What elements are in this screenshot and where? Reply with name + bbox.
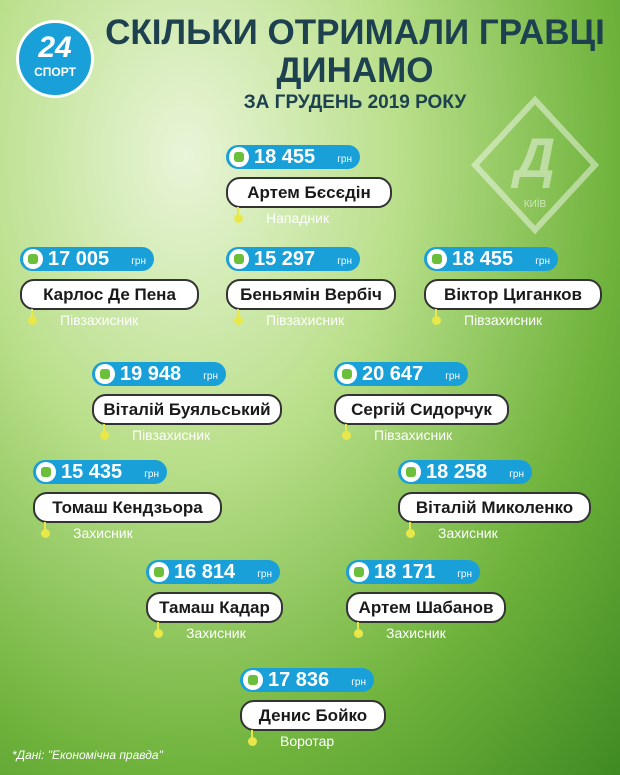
connector	[251, 730, 253, 740]
salary: 20 647	[362, 363, 424, 385]
currency: грн	[535, 256, 550, 267]
position-dot	[100, 431, 109, 440]
player-name: Артем Бєсєдін	[226, 177, 392, 208]
position-dot	[234, 316, 243, 325]
player-name: Сергій Сидорчук	[334, 394, 509, 425]
connector	[409, 522, 411, 532]
currency: грн	[337, 256, 352, 267]
money-icon	[229, 147, 249, 167]
salary: 15 297	[254, 248, 316, 270]
salary: 18 258	[426, 461, 488, 483]
position-dot	[406, 529, 415, 538]
position: Нападник	[266, 210, 330, 226]
connector	[44, 522, 46, 532]
position-dot	[354, 629, 363, 638]
club-badge-text: КИЇВ	[524, 198, 547, 210]
source: *Дані: "Економічна правда"	[12, 748, 163, 762]
salary-badge: 19 948 грн	[92, 362, 226, 386]
salary: 17 836	[268, 669, 330, 691]
salary: 15 435	[61, 461, 123, 483]
money-icon	[23, 249, 43, 269]
player-name: Артем Шабанов	[346, 592, 506, 623]
connector	[357, 622, 359, 632]
money-icon	[243, 670, 263, 690]
connector	[103, 424, 105, 434]
money-icon	[95, 364, 115, 384]
salary-badge: 16 814 грн	[146, 560, 280, 584]
salary: 18 171	[374, 561, 436, 583]
money-icon	[427, 249, 447, 269]
club-badge: Д КИЇВ	[470, 95, 600, 235]
position: Півзахисник	[464, 312, 543, 328]
salary-badge: 18 171 грн	[346, 560, 480, 584]
position: Півзахисник	[132, 427, 211, 443]
salary: 19 948	[120, 363, 182, 385]
position-dot	[154, 629, 163, 638]
money-icon	[229, 249, 249, 269]
player-name: Тамаш Кадар	[146, 592, 283, 623]
salary: 18 455	[254, 146, 316, 168]
salary-badge: 18 258 грн	[398, 460, 532, 484]
player-name: Віталій Миколенко	[398, 492, 591, 523]
position: Захисник	[73, 525, 133, 541]
position: Воротар	[280, 733, 335, 749]
money-icon	[401, 462, 421, 482]
position: Півзахисник	[374, 427, 453, 443]
salary-badge: 18 455 грн	[424, 247, 558, 271]
money-icon	[337, 364, 357, 384]
position: Півзахисник	[60, 312, 139, 328]
player-name: Беньямін Вербіч	[226, 279, 396, 310]
connector	[157, 622, 159, 632]
connector	[31, 309, 33, 319]
player-name: Томаш Кендзьора	[33, 492, 222, 523]
currency: грн	[257, 569, 272, 580]
money-icon	[149, 562, 169, 582]
currency: грн	[203, 371, 218, 382]
salary: 18 455	[452, 248, 514, 270]
connector	[345, 424, 347, 434]
salary-badge: 15 297 грн	[226, 247, 360, 271]
player-name: Денис Бойко	[240, 700, 386, 731]
logo-number: 24	[38, 31, 72, 64]
salary-badge: 15 435 грн	[33, 460, 167, 484]
position-dot	[234, 214, 243, 223]
currency: грн	[509, 469, 524, 480]
position: Захисник	[438, 525, 498, 541]
salary-badge: 18 455 грн	[226, 145, 360, 169]
player-name: Карлос Де Пена	[20, 279, 199, 310]
player-name: Віктор Циганков	[424, 279, 602, 310]
player-name: Віталій Буяльський	[92, 394, 282, 425]
currency: грн	[144, 469, 159, 480]
position-dot	[41, 529, 50, 538]
money-icon	[36, 462, 56, 482]
position-dot	[28, 316, 37, 325]
position-dot	[342, 431, 351, 440]
currency: грн	[337, 154, 352, 165]
position-dot	[432, 316, 441, 325]
currency: грн	[457, 569, 472, 580]
connector	[237, 309, 239, 319]
connector	[435, 309, 437, 319]
currency: грн	[131, 256, 146, 267]
salary-badge: 20 647 грн	[334, 362, 468, 386]
logo-text: СПОРТ	[34, 65, 76, 79]
title: СКІЛЬКИ ОТРИМАЛИ ГРАВЦІ ДИНАМО	[105, 13, 605, 90]
salary-badge: 17 005 грн	[20, 247, 154, 271]
salary: 16 814	[174, 561, 236, 583]
currency: грн	[445, 371, 460, 382]
salary-badge: 17 836 грн	[240, 668, 374, 692]
logo: 24 СПОРТ	[16, 20, 94, 98]
svg-text:Д: Д	[511, 126, 555, 189]
position: Півзахисник	[266, 312, 345, 328]
money-icon	[349, 562, 369, 582]
salary: 17 005	[48, 248, 110, 270]
subtitle: ЗА ГРУДЕНЬ 2019 РОКУ	[243, 92, 467, 113]
connector	[237, 207, 239, 217]
position: Захисник	[386, 625, 446, 641]
position: Захисник	[186, 625, 246, 641]
position-dot	[248, 737, 257, 746]
currency: грн	[351, 677, 366, 688]
